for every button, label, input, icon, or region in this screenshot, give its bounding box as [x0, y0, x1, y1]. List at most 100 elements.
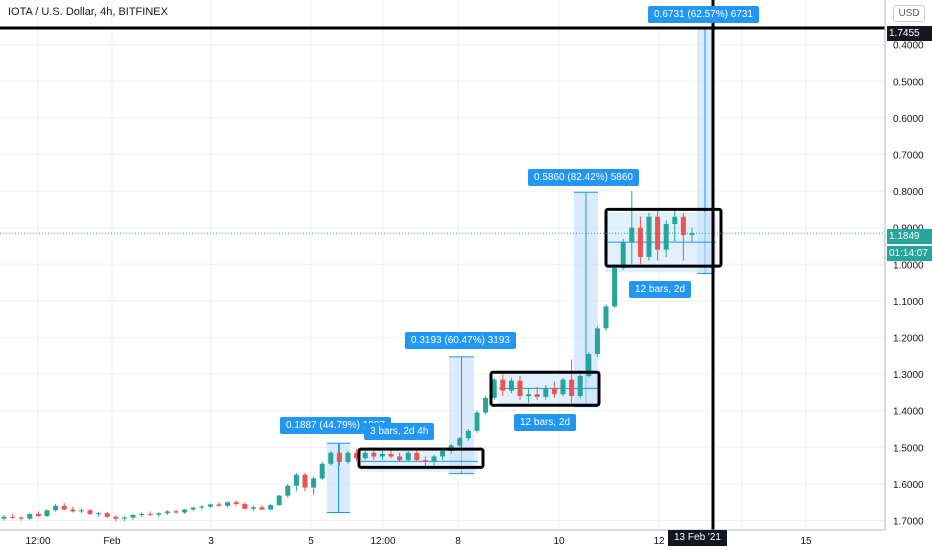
candle-body — [526, 394, 532, 397]
current-price-label: 1.1849 — [887, 229, 932, 244]
candle-body — [637, 227, 643, 257]
price-axis[interactable]: 1.7000 1.6000 1.5000 1.4000 1.3000 1.2000 1.10… — [884, 0, 924, 530]
candle-body — [474, 412, 480, 431]
candle-body — [594, 328, 600, 354]
time-tick-label: 8 — [455, 536, 461, 547]
candle-body — [354, 452, 360, 459]
price-tick-label: 1.7000 — [893, 517, 924, 528]
price-tick-label: 0.6000 — [893, 114, 924, 125]
candle-body — [225, 502, 231, 506]
candle-body — [35, 513, 41, 517]
candle-body — [182, 509, 188, 513]
candle-body — [233, 502, 239, 505]
crosshair-price-label: 1.7455 — [887, 26, 932, 41]
candle-body — [216, 504, 222, 506]
candle-body — [199, 506, 205, 508]
time-axis[interactable]: 12:00 Feb 3 5 12:00 8 10 12 15 04:00 — [0, 529, 885, 547]
crosshair — [0, 0, 885, 530]
candle-body — [319, 463, 325, 479]
candle-body — [543, 388, 549, 397]
price-tick-label: 1.2000 — [893, 334, 924, 345]
chart-grid — [0, 0, 885, 530]
candle-body — [612, 267, 618, 307]
time-tick-label: 12:00 — [25, 536, 50, 547]
candle-body — [139, 513, 145, 516]
candle-body — [156, 513, 162, 515]
candle-body — [61, 505, 67, 510]
candle-body — [457, 438, 463, 446]
candle-body — [646, 216, 652, 257]
candle-body — [164, 511, 170, 514]
candle-body — [560, 379, 566, 395]
candle-body — [87, 510, 93, 514]
candle-body — [465, 430, 471, 439]
time-tick-label: 12:00 — [370, 536, 395, 547]
highlight-box — [489, 370, 601, 407]
candle-body — [517, 380, 523, 397]
price-tick-label: 1.3000 — [893, 370, 924, 381]
candle-body — [500, 379, 506, 391]
crosshair-date-label: 13 Feb '21 — [668, 530, 727, 546]
candle-body — [362, 452, 368, 459]
bar-countdown-label: 01:14:07 — [887, 246, 932, 261]
candle-body — [431, 456, 437, 462]
candle-body — [440, 450, 446, 457]
candle-body — [586, 353, 592, 376]
currency-button[interactable]: USD — [893, 5, 925, 22]
candle-body — [44, 510, 50, 517]
candle-body — [577, 375, 583, 397]
candle-body — [130, 515, 136, 518]
time-tick-label: 10 — [553, 536, 565, 547]
candle-body — [27, 513, 33, 519]
candle-body — [629, 227, 635, 243]
candle-body — [250, 507, 256, 509]
candle-body — [483, 397, 489, 413]
candle-body — [242, 504, 248, 509]
time-tick-label: Feb — [103, 536, 121, 547]
candle-body — [680, 216, 686, 236]
candle-body — [53, 505, 59, 511]
price-tick-label: 0.4000 — [893, 41, 924, 52]
measure-label-3[interactable]: 0.5860 (82.42%) 5860 — [528, 169, 639, 186]
time-tick-label: 04:00 — [729, 534, 754, 545]
range-label-3[interactable]: 12 bars, 2d — [629, 281, 692, 298]
range-label-1[interactable]: 3 bars, 2d 4h — [364, 423, 435, 440]
candle-body — [96, 513, 102, 515]
candle-body — [259, 507, 265, 510]
candle-body — [422, 460, 428, 462]
measure-label-1[interactable]: 0.1887 (44.79%) 1887 — [280, 417, 391, 434]
price-tick-label: 0.7000 — [893, 151, 924, 162]
candle-body — [491, 379, 497, 398]
price-tick-label: 0.5000 — [893, 77, 924, 88]
candle-body — [104, 513, 110, 517]
candle-body — [285, 485, 291, 496]
candle-body — [207, 504, 213, 507]
highlight-box — [604, 207, 723, 268]
range-label-2[interactable]: 12 bars, 2d — [514, 414, 577, 431]
candle-body — [663, 224, 669, 250]
candle-body — [18, 517, 24, 519]
time-tick-label: 12 — [653, 536, 665, 547]
rectangle-drawings[interactable] — [357, 207, 723, 469]
candle-body — [121, 517, 127, 519]
candle-body — [276, 495, 282, 506]
candle-body — [379, 453, 385, 457]
candle-body — [302, 474, 308, 488]
price-tick-label: 1.0000 — [893, 260, 924, 271]
candle-body — [603, 306, 609, 329]
measure-label-2[interactable]: 0.3193 (60.47%) 3193 — [405, 332, 516, 349]
candle-body — [371, 452, 377, 457]
time-tick-label: 5 — [308, 536, 314, 547]
candle-body — [672, 216, 678, 225]
measure-label-4[interactable]: 0.6731 (62.57%) 6731 — [648, 6, 759, 23]
candle-body — [113, 516, 119, 519]
candle-body — [70, 509, 76, 512]
candle-body — [311, 478, 317, 488]
candle-body — [620, 242, 626, 268]
time-tick-label: 3 — [208, 536, 214, 547]
price-tick-label: 1.1000 — [893, 297, 924, 308]
price-tick-label: 0.8000 — [893, 187, 924, 198]
price-tick-label: 1.4000 — [893, 407, 924, 418]
candle-body — [397, 456, 403, 461]
